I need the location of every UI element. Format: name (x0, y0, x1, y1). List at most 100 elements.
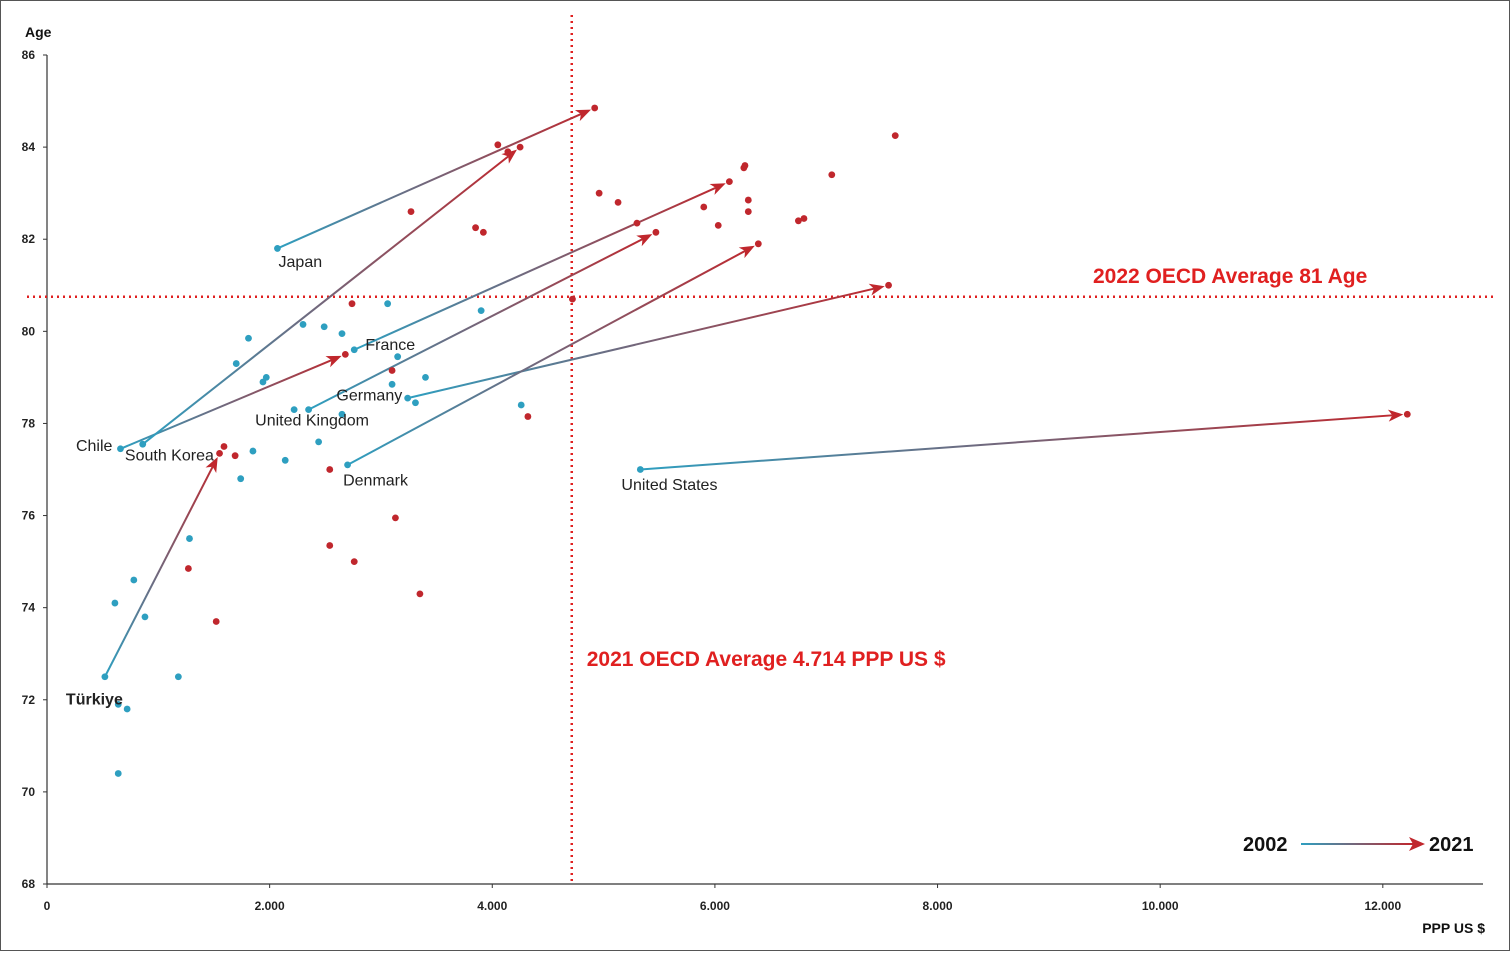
x-tick-label: 2.000 (255, 899, 285, 913)
legend-to-label: 2021 (1429, 834, 1474, 856)
point-2021 (745, 208, 752, 215)
series-2002-points (101, 245, 643, 777)
point-2021 (472, 224, 479, 231)
arrow-france (354, 183, 725, 349)
point-2002 (282, 457, 289, 464)
point-2002 (315, 438, 322, 445)
arrow-united-kingdom (309, 234, 653, 409)
point-2002 (245, 335, 252, 342)
point-2002 (422, 374, 429, 381)
y-axis-title: Age (25, 24, 52, 40)
arrow-shaft (348, 251, 746, 465)
arrow-shaft (309, 239, 643, 409)
point-2002 (250, 448, 257, 455)
point-2002 (117, 445, 124, 452)
series-2021-points (185, 105, 1411, 625)
y-tick-label: 68 (22, 877, 36, 891)
arrow-shaft (408, 289, 874, 398)
point-2021 (185, 565, 192, 572)
point-2002 (478, 307, 485, 314)
x-tick-label: 6.000 (700, 899, 730, 913)
label-south-korea: South Korea (125, 447, 214, 464)
arrow-japan (277, 110, 591, 249)
point-2021 (213, 618, 220, 625)
point-2021 (232, 452, 239, 459)
point-2021 (885, 282, 892, 289)
arrow-shaft (277, 114, 581, 248)
point-2021 (569, 296, 576, 303)
point-2021 (326, 466, 333, 473)
point-2021 (342, 351, 349, 358)
point-2002 (321, 323, 328, 330)
point-2002 (300, 321, 307, 328)
point-2002 (384, 300, 391, 307)
label-france: France (365, 337, 415, 354)
point-2002 (637, 466, 644, 473)
point-2021 (392, 514, 399, 521)
y-tick-label: 86 (22, 48, 36, 62)
point-2002 (412, 399, 419, 406)
point-2021 (653, 229, 660, 236)
point-2002 (339, 330, 346, 337)
arrow-shaft (105, 467, 213, 677)
point-2021 (755, 240, 762, 247)
y-tick-label: 76 (22, 509, 36, 523)
y-tick-label: 84 (22, 140, 36, 154)
point-2021 (892, 132, 899, 139)
point-2002 (344, 461, 351, 468)
point-2021 (615, 199, 622, 206)
point-2002 (518, 402, 525, 409)
arrow-united-states (640, 410, 1403, 470)
point-2002 (186, 535, 193, 542)
x-tick-label: 8.000 (923, 899, 953, 913)
label-united-states: United States (621, 477, 717, 494)
y-tick-label: 82 (22, 232, 36, 246)
arrow-germany (408, 284, 885, 398)
point-2021 (504, 148, 511, 155)
point-2021 (715, 222, 722, 229)
point-2021 (326, 542, 333, 549)
point-2002 (112, 600, 119, 607)
point-2021 (389, 367, 396, 374)
point-2021 (1404, 411, 1411, 418)
label-united-kingdom: United Kingdom (255, 413, 369, 430)
point-2021 (726, 178, 733, 185)
spend-average-label: 2021 OECD Average 4.714 PPP US $ (587, 648, 946, 671)
point-2002 (237, 475, 244, 482)
x-tick-label: 0 (44, 899, 51, 913)
point-2021 (216, 450, 223, 457)
point-2021 (349, 300, 356, 307)
label-t-rkiye: Türkiye (66, 691, 123, 708)
label-denmark: Denmark (343, 473, 409, 490)
country-arrows (105, 110, 1403, 677)
point-2021 (524, 413, 531, 420)
point-2002 (233, 360, 240, 367)
y-tick-label: 70 (22, 785, 36, 799)
point-2021 (351, 558, 358, 565)
legend: 2002 2021 (1243, 834, 1474, 856)
point-2021 (408, 208, 415, 215)
point-2021 (801, 215, 808, 222)
y-tick-label: 78 (22, 416, 36, 430)
x-tick-label: 10.000 (1142, 899, 1179, 913)
point-2002 (263, 374, 270, 381)
arrow-t-rkiye (105, 457, 218, 677)
arrow-denmark (348, 246, 755, 465)
label-germany: Germany (336, 387, 402, 404)
point-2002 (274, 245, 281, 252)
point-2021 (634, 220, 641, 227)
y-tick-label: 74 (22, 601, 36, 615)
point-2021 (517, 144, 524, 151)
arrow-head (739, 246, 755, 258)
x-axis-title: PPP US $ (1422, 920, 1485, 936)
point-2021 (591, 105, 598, 112)
axes (47, 55, 1483, 884)
point-2002 (351, 346, 358, 353)
x-tick-label: 4.000 (477, 899, 507, 913)
point-2002 (124, 706, 131, 713)
